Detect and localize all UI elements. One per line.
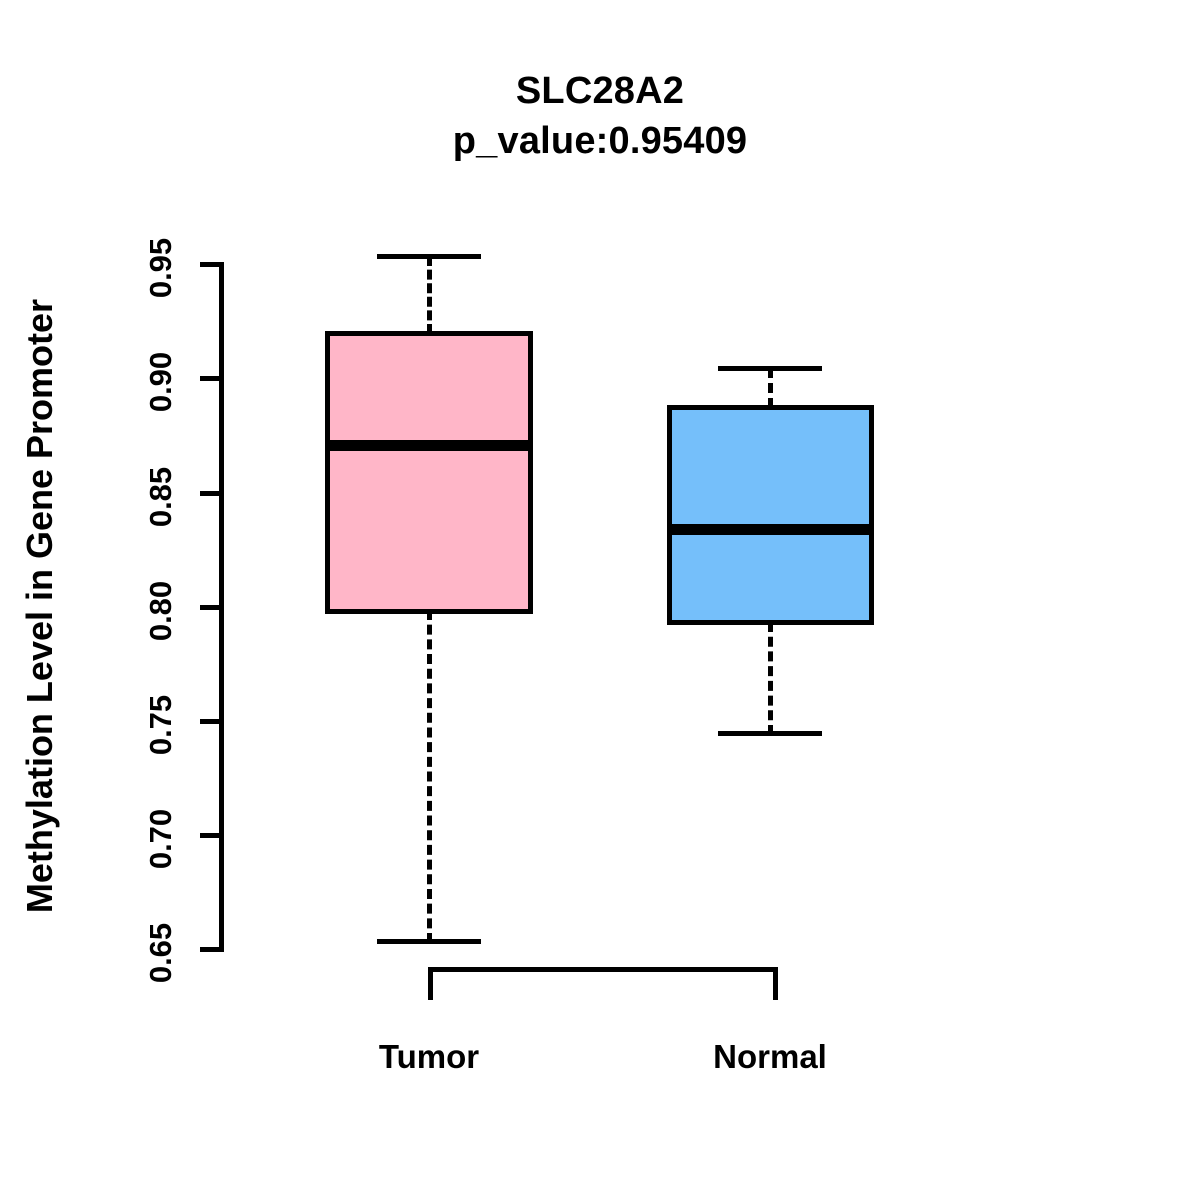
y-tick-label-0.65: 0.65 [143, 922, 178, 984]
x-tick-label-tumor: Tumor [378, 1038, 480, 1075]
normal-upper-whisker-cap [718, 366, 822, 371]
comparison-bracket-top [428, 967, 778, 972]
tumor-lower-whisker [427, 610, 432, 943]
tumor-lower-whisker-cap [377, 939, 481, 944]
normal-median-line [667, 524, 874, 535]
y-tick-0.95 [200, 262, 224, 267]
chart-title: SLC28A2 [515, 70, 685, 112]
tumor-median-line [325, 440, 533, 451]
tumor-upper-whisker-cap [377, 254, 481, 259]
y-tick-0.75 [200, 719, 224, 724]
y-tick-label-0.70: 0.70 [143, 808, 178, 870]
normal-lower-whisker [768, 622, 773, 735]
normal-box [667, 405, 874, 625]
y-tick-0.65 [200, 947, 224, 952]
y-tick-0.85 [200, 491, 224, 496]
tumor-upper-whisker [427, 256, 432, 334]
y-tick-label-0.75: 0.75 [143, 694, 178, 756]
y-tick-0.70 [200, 833, 224, 838]
y-axis-title: Methylation Level in Gene Promoter [19, 298, 60, 914]
y-tick-label-0.80: 0.80 [143, 580, 178, 642]
y-tick-label-0.90: 0.90 [143, 351, 178, 413]
chart-subtitle-pvalue: p_value:0.95409 [452, 120, 748, 162]
normal-upper-whisker [768, 368, 773, 408]
x-tick-label-normal: Normal [713, 1038, 827, 1075]
y-tick-0.90 [200, 376, 224, 381]
tumor-box [325, 331, 533, 614]
normal-lower-whisker-cap [718, 731, 822, 736]
y-tick-0.80 [200, 605, 224, 610]
comparison-bracket-left-arm [428, 967, 433, 1000]
y-tick-label-0.95: 0.95 [143, 237, 178, 299]
comparison-bracket-right-arm [773, 967, 778, 1000]
y-tick-label-0.85: 0.85 [143, 466, 178, 528]
